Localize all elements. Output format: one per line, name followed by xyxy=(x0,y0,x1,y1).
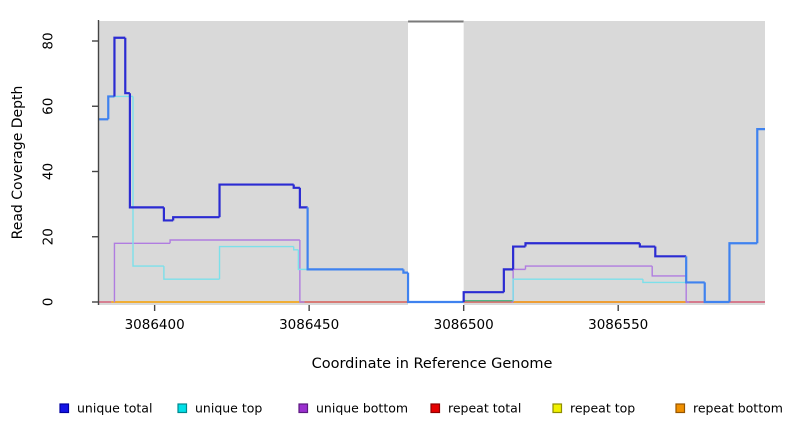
legend-label: repeat total xyxy=(448,401,521,416)
series-unique-top xyxy=(218,245,294,280)
series-unique-bottom xyxy=(299,240,305,303)
series-unique-bottom xyxy=(113,242,171,302)
x-tick-label: 3086550 xyxy=(588,317,648,333)
series-unique-top xyxy=(163,266,220,280)
series-unique-total xyxy=(524,242,640,247)
series-unique-total xyxy=(306,207,404,271)
zero-coverage-gap xyxy=(408,21,464,305)
series-unique-total xyxy=(756,127,765,244)
series-unique-total xyxy=(502,268,514,293)
shaded-region xyxy=(463,21,765,305)
series-unique-total xyxy=(107,95,115,120)
series-unique-bottom xyxy=(685,275,690,303)
series-unique-total xyxy=(728,242,758,302)
series-unique-total xyxy=(685,256,705,284)
series-unique-bottom xyxy=(524,265,653,270)
series-unique-bottom xyxy=(651,266,687,277)
shaded-region xyxy=(99,21,409,305)
legend-label: repeat top xyxy=(570,401,635,416)
legend-swatch-repeat-total xyxy=(430,403,441,414)
legend-swatch-unique-total xyxy=(59,403,70,414)
series-unique-total xyxy=(218,183,294,218)
series-unique-total xyxy=(406,272,464,304)
y-tick-label: 80 xyxy=(41,32,57,49)
series-unique-top xyxy=(297,249,308,271)
y-tick-label: 40 xyxy=(41,163,57,180)
series-unique-top xyxy=(132,96,164,267)
y-tick-label: 0 xyxy=(41,298,57,307)
legend-swatch-repeat-top xyxy=(552,403,563,414)
series-unique-total xyxy=(162,207,174,222)
series-unique-total xyxy=(128,93,164,209)
legend-label: unique bottom xyxy=(316,401,408,416)
series-unique-total xyxy=(124,37,130,95)
series-unique-total xyxy=(654,246,687,258)
legend-label: unique total xyxy=(77,401,152,416)
legend-label: unique top xyxy=(195,401,262,416)
series-unique-total xyxy=(462,291,504,302)
x-tick-label: 3086500 xyxy=(434,317,494,333)
legend-label: repeat bottom xyxy=(693,401,783,416)
series-unique-total xyxy=(113,36,126,97)
series-unique-total xyxy=(703,282,730,304)
y-tick-label: 20 xyxy=(41,228,57,245)
series-unique-total xyxy=(298,187,308,209)
series-unique-top xyxy=(293,246,299,251)
x-tick-label: 3086450 xyxy=(279,317,339,333)
series-unique-total xyxy=(512,245,526,270)
legend-swatch-repeat-bottom xyxy=(675,403,686,414)
y-axis-label: Read Coverage Depth xyxy=(10,86,26,240)
series-unique-total xyxy=(292,184,300,189)
x-tick-label: 3086400 xyxy=(125,317,185,333)
legend-swatch-unique-bottom xyxy=(298,403,309,414)
series-unique-total xyxy=(638,243,656,248)
series-unique-top xyxy=(642,279,687,284)
series-unique-top xyxy=(512,278,643,301)
series-unique-total xyxy=(402,269,409,274)
x-axis-label: Coordinate in Reference Genome xyxy=(312,356,553,372)
series-unique-bottom xyxy=(169,239,300,244)
y-tick-label: 60 xyxy=(41,98,57,115)
legend-swatch-unique-top xyxy=(177,403,188,414)
series-unique-total xyxy=(172,216,220,221)
